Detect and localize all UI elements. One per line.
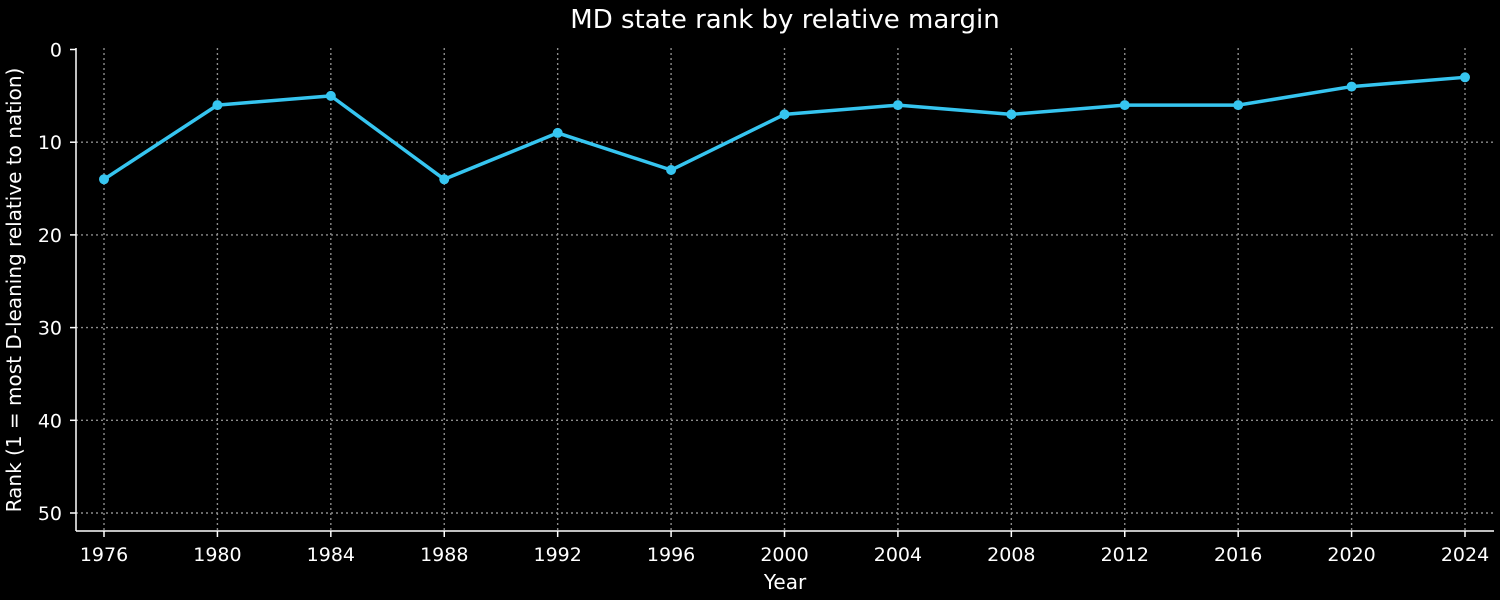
y-tick-label: 50 [38,503,62,525]
data-point [1460,72,1470,83]
data-point [552,127,563,138]
x-tick-label: 1996 [647,544,695,566]
y-tick-label: 10 [38,132,62,154]
x-tick-label: 1988 [420,544,468,566]
data-point [1233,100,1244,111]
grid [76,48,1494,531]
x-tick-label: 2020 [1327,544,1375,566]
data-point [779,109,790,120]
y-axis-label: Rank (1 = most D-leaning relative to nat… [2,68,26,513]
y-tick-label: 40 [38,410,62,432]
data-point [325,90,336,101]
chart-title: MD state rank by relative margin [570,5,999,35]
x-axis-ticks: 1976 1980 1984 1988 1992 1996 2000 2004 2008 2012… [80,531,1489,566]
x-tick-label: 2000 [760,544,808,566]
x-tick-label: 2016 [1214,544,1262,566]
data-point [1346,81,1357,92]
data-point [99,174,109,185]
y-tick-label: 20 [38,225,62,247]
data-point [892,100,903,111]
x-tick-label: 1984 [307,544,355,566]
data-point [666,165,677,176]
x-axis-label: Year [763,570,807,594]
y-tick-label: 30 [38,318,62,340]
x-tick-label: 2012 [1101,544,1149,566]
data-point [1119,100,1130,111]
data-point [212,100,223,111]
series-group [99,72,1470,185]
x-tick-label: 2008 [987,544,1035,566]
x-tick-label: 2004 [874,544,922,566]
y-tick-label: 0 [50,40,62,62]
x-tick-label: 2024 [1441,544,1489,566]
x-tick-label: 1976 [80,544,128,566]
y-axis-ticks: 0 10 20 30 40 50 [38,40,76,525]
data-point [439,174,450,185]
data-point [1006,109,1017,120]
x-tick-label: 1980 [193,544,241,566]
x-tick-label: 1992 [533,544,581,566]
